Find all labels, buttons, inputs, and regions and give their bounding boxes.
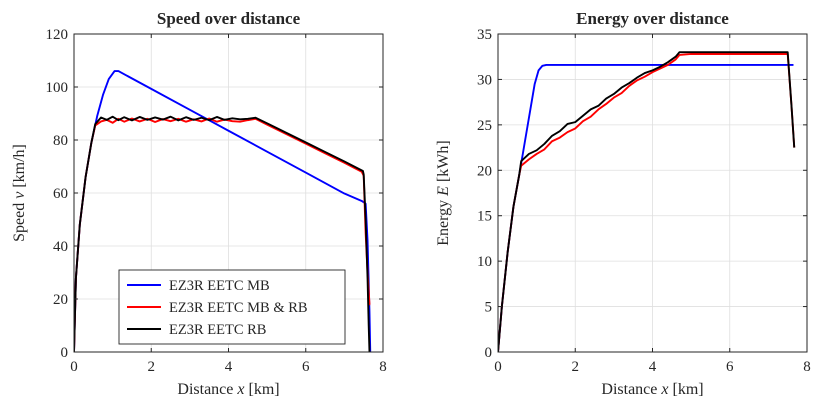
x-axis-label: Distance x [km]	[177, 381, 279, 398]
y-tick-label: 20	[53, 292, 68, 308]
y-tick-label: 20	[477, 163, 492, 179]
series-group	[498, 51, 796, 352]
chart-title: Energy over distance	[576, 9, 729, 28]
y-tick-label: 0	[485, 345, 493, 361]
y-tick-label: 35	[477, 27, 492, 43]
y-axis-label: Energy E [kWh]	[435, 140, 452, 245]
series-line-ez3r-eetc-mb-rb	[498, 53, 796, 352]
series-group	[74, 70, 372, 352]
legend-label: EZ3R EETC MB	[169, 278, 270, 294]
y-tick-label: 40	[53, 239, 68, 255]
x-axis-label: Distance x [km]	[601, 381, 703, 398]
series-line-ez3r-eetc-rb	[498, 51, 796, 352]
y-tick-label: 10	[477, 254, 492, 270]
x-tick-label: 0	[70, 359, 78, 375]
x-tick-label: 8	[803, 359, 811, 375]
x-tick-label: 2	[572, 359, 580, 375]
x-tick-label: 0	[494, 359, 502, 375]
legend-label: EZ3R EETC RB	[169, 322, 266, 338]
y-tick-label: 80	[53, 133, 68, 149]
y-axis-label: Speed v [km/h]	[11, 144, 28, 242]
y-tick-label: 30	[477, 72, 492, 88]
x-tick-label: 6	[726, 359, 734, 375]
y-tick-label: 120	[46, 27, 69, 43]
chart-title: Speed over distance	[157, 9, 301, 28]
x-tick-label: 4	[649, 359, 657, 375]
y-tick-label: 5	[485, 300, 493, 316]
y-tick-label: 15	[477, 209, 492, 225]
energy-chart: 0 2 4 6 8 0 5 10 15 20 25 30 35 Energy over distance D…	[435, 9, 811, 398]
y-tick-label: 25	[477, 118, 492, 134]
x-tick-label: 2	[148, 359, 156, 375]
y-tick-label: 100	[46, 80, 69, 96]
x-tick-label: 4	[225, 359, 233, 375]
x-tick-label: 8	[379, 359, 387, 375]
y-tick-label: 60	[53, 186, 68, 202]
series-line-ez3r-eetc-rb	[74, 115, 371, 352]
legend: EZ3R EETC MB EZ3R EETC MB & RB EZ3R EETC R…	[118, 269, 346, 345]
legend-label: EZ3R EETC MB & RB	[169, 300, 308, 316]
y-tick-label: 0	[61, 345, 69, 361]
x-tick-label: 6	[302, 359, 310, 375]
